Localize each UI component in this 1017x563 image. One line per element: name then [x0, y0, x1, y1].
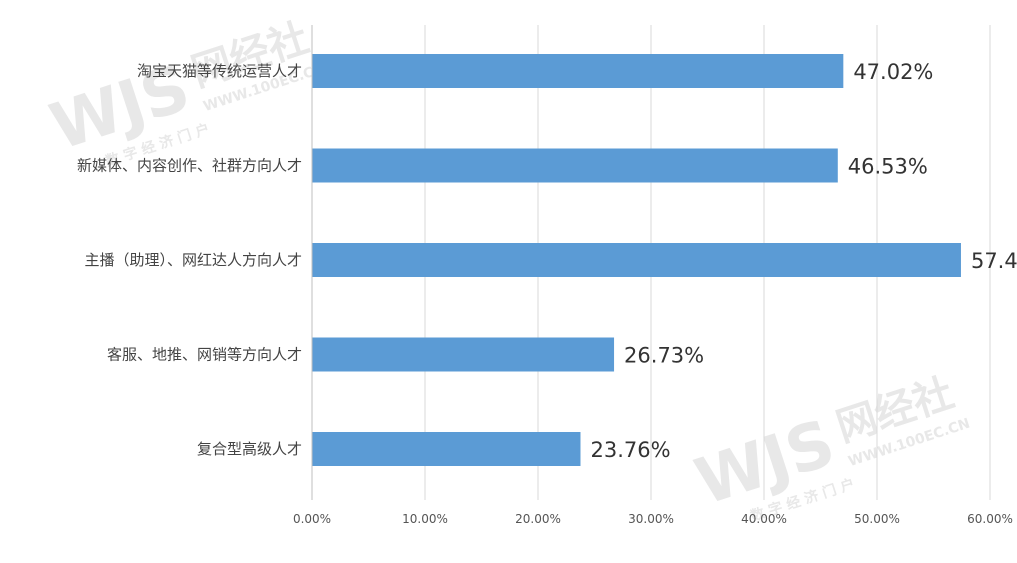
bar — [312, 337, 615, 372]
category-label: 客服、地推、网销等方向人才 — [107, 346, 302, 364]
data-label: 57.43% — [971, 249, 1017, 273]
label-layer: 淘宝天猫等传统运营人才 47.02% 新媒体、内容创作、社群方向人才 46.53% 主播… — [77, 60, 1017, 462]
category-label: 淘宝天猫等传统运营人才 — [137, 62, 302, 80]
data-label: 23.76% — [590, 438, 670, 462]
category-label: 新媒体、内容创作、社群方向人才 — [77, 157, 302, 175]
x-tick-label: 30.00% — [628, 512, 674, 526]
data-label: 47.02% — [853, 60, 933, 84]
bar — [312, 432, 581, 466]
bar — [312, 54, 844, 88]
category-label: 复合型高级人才 — [197, 440, 302, 458]
x-tick-label: 10.00% — [402, 512, 448, 526]
x-tick-label: 40.00% — [741, 512, 787, 526]
bar-layer — [312, 54, 961, 466]
bar — [312, 148, 838, 183]
x-tick-label: 0.00% — [293, 512, 331, 526]
x-tick-label: 20.00% — [515, 512, 561, 526]
data-label: 26.73% — [624, 344, 704, 368]
bar — [312, 243, 961, 277]
x-tick-label: 60.00% — [967, 512, 1013, 526]
data-label: 46.53% — [848, 155, 928, 179]
category-label: 主播（助理）、网红达人方向人才 — [84, 251, 302, 269]
x-tick-label: 50.00% — [854, 512, 900, 526]
